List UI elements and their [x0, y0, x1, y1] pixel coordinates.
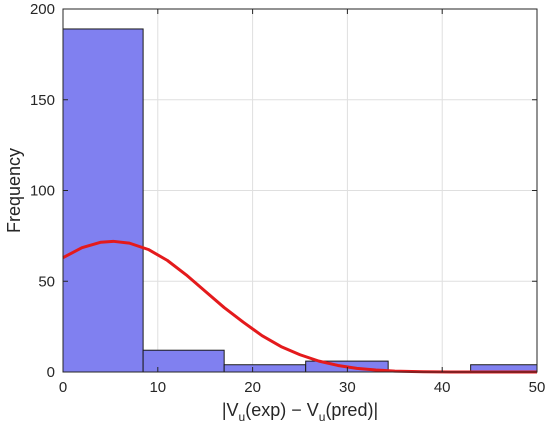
histogram-bar	[62, 28, 144, 373]
x-axis-label: |Vu(exp) − Vu(pred)|	[222, 400, 378, 424]
x-axis-label-sub-a: u	[239, 410, 246, 424]
histogram-bar	[223, 364, 307, 373]
x-axis-ticks: 0 10 20 30 40 50	[59, 9, 546, 396]
y-tick-label: 150	[30, 92, 55, 109]
x-tick-label: 0	[59, 379, 67, 396]
y-axis-ticks: 0 50 100 150 200	[30, 1, 537, 381]
x-axis-label-part-c: (pred)|	[325, 400, 378, 420]
histogram-bar	[142, 349, 225, 373]
x-tick-label: 20	[244, 379, 261, 396]
y-tick-label: 0	[47, 364, 55, 381]
x-axis-label-part-b: (exp) − V	[245, 400, 319, 420]
x-tick-label: 50	[529, 379, 546, 396]
y-axis-label: Frequency	[4, 148, 24, 233]
y-tick-label: 200	[30, 1, 55, 18]
y-tick-label: 100	[30, 183, 55, 200]
y-tick-label: 50	[38, 273, 55, 290]
normal-fit-curve	[62, 239, 537, 374]
x-axis-label-part-a: |V	[222, 400, 239, 420]
x-tick-label: 40	[434, 379, 451, 396]
x-tick-label: 10	[149, 379, 166, 396]
x-axis-label-sub-b: u	[319, 410, 326, 424]
x-tick-label: 30	[339, 379, 356, 396]
